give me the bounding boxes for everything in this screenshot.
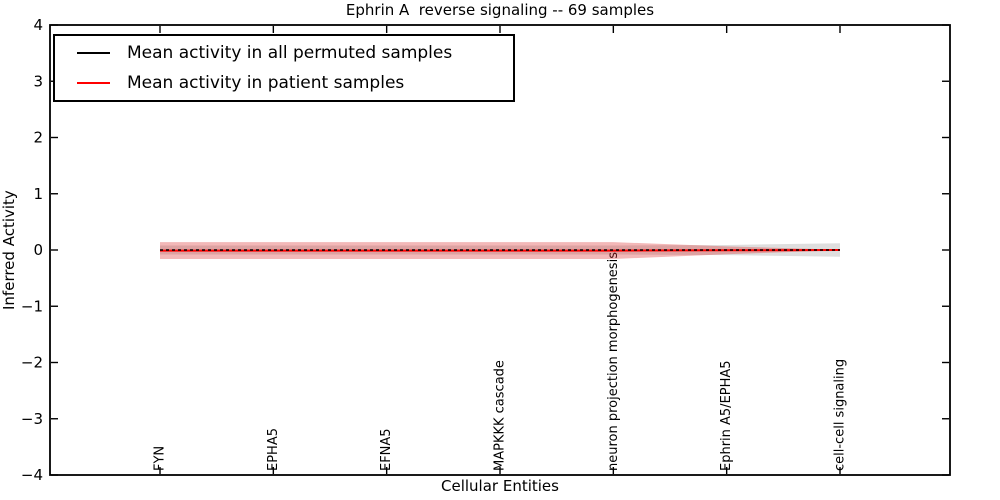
y-tick-label: −2: [21, 354, 43, 372]
chart-title: Ephrin A reverse signaling -- 69 samples: [345, 1, 655, 19]
legend-swatch-patient: [77, 82, 110, 84]
y-tick-label: 4: [33, 16, 43, 34]
x-category-label: EFNA5: [379, 428, 394, 471]
y-tick-label: 1: [33, 185, 43, 203]
y-tick-label: 2: [33, 129, 43, 147]
legend-swatch-permuted: [77, 52, 110, 54]
x-category-label: neuron projection morphogenesis: [606, 252, 621, 471]
y-tick-label: −3: [21, 410, 43, 428]
legend-entry-permuted: Mean activity in all permuted samples: [55, 38, 513, 68]
x-category-label: FYN: [153, 446, 168, 471]
legend-label-patient: Mean activity in patient samples: [127, 73, 405, 93]
y-tick-label: −1: [21, 297, 43, 315]
x-category-label: Ephrin A5/EPHA5: [719, 360, 734, 471]
y-tick-label: −4: [21, 466, 43, 484]
legend: Mean activity in all permuted samples Me…: [53, 34, 515, 102]
y-axis-label: Inferred Activity: [0, 190, 18, 310]
plot-frame: [49, 24, 951, 476]
legend-entry-patient: Mean activity in patient samples: [55, 68, 513, 98]
legend-label-permuted: Mean activity in all permuted samples: [127, 43, 453, 63]
x-category-label: MAPKKK cascade: [493, 360, 508, 471]
x-category-label: cell-cell signaling: [833, 359, 848, 471]
x-axis-label: Cellular Entities: [441, 477, 559, 495]
x-category-label: EPHA5: [266, 428, 281, 471]
y-tick-label: 3: [33, 72, 43, 90]
y-tick-label: 0: [33, 241, 43, 259]
